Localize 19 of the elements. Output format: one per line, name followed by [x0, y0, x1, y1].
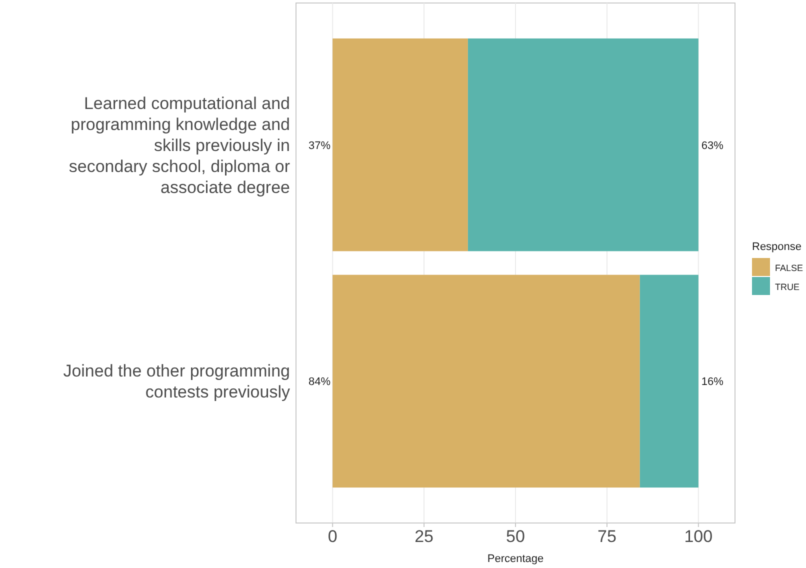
data-label: 16% [701, 376, 724, 388]
x-axis-title: Percentage [487, 553, 544, 565]
data-label: 84% [308, 376, 331, 388]
x-tick-label: 50 [506, 527, 525, 546]
legend-title: Response [752, 241, 802, 253]
y-tick-label: Learned computational and programming knowledge and skills previously in secondary school, diploma or associate degree [68, 94, 290, 197]
data-label: 63% [701, 140, 724, 152]
legend-label: TRUE [775, 282, 800, 292]
data-label: 37% [308, 140, 331, 152]
bar [640, 274, 698, 488]
bar [332, 274, 640, 488]
bar [332, 38, 468, 252]
x-tick-label: 100 [684, 527, 713, 546]
x-tick-label: 0 [328, 527, 338, 546]
y-tick-label: Joined the other programming contests previously [63, 362, 290, 402]
legend-label: FALSE [775, 263, 804, 273]
x-tick-label: 75 [597, 527, 616, 546]
bar [468, 38, 698, 252]
x-tick-label: 25 [414, 527, 434, 546]
